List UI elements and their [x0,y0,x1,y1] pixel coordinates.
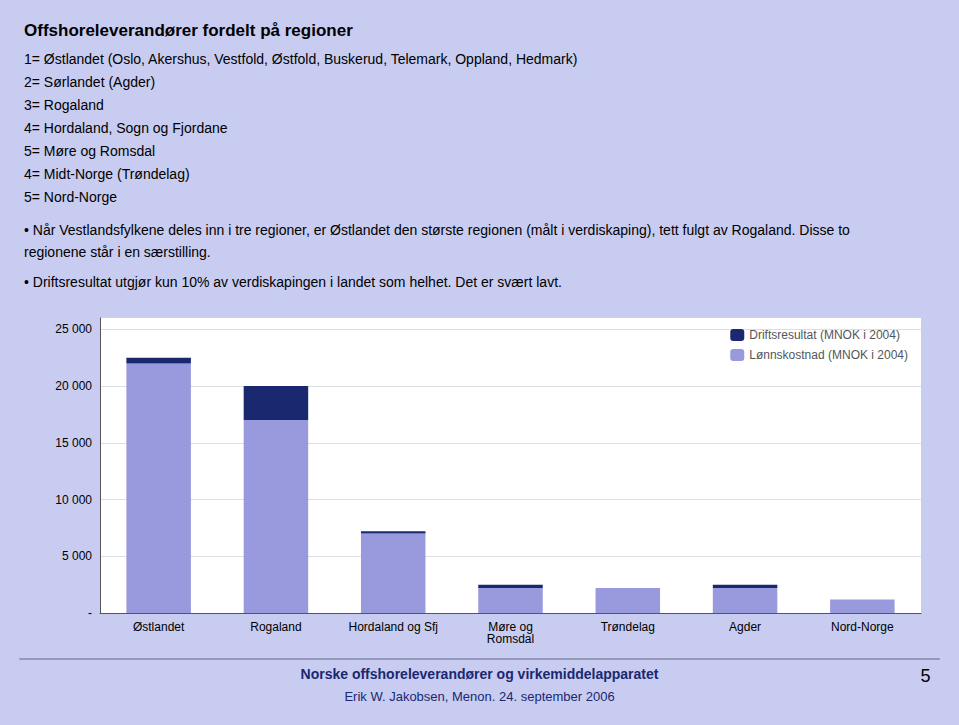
svg-text:• Driftsresultat utgjør kun 10: • Driftsresultat utgjør kun 10% av verdi… [24,274,562,290]
svg-text:5: 5 [920,666,930,686]
svg-text:Nord-Norge: Nord-Norge [831,620,894,634]
svg-text:5 000: 5 000 [62,549,92,563]
svg-text:regionene står i en særstillin: regionene står i en særstilling. [24,244,211,260]
svg-text:Trøndelag: Trøndelag [601,620,655,634]
svg-text:15 000: 15 000 [55,436,92,450]
svg-text:5= Nord-Norge: 5= Nord-Norge [24,189,117,205]
svg-text:1= Østlandet (Oslo, Akershus,: 1= Østlandet (Oslo, Akershus, Vestfold, … [24,51,577,67]
svg-text:Offshoreleverandører fordelt p: Offshoreleverandører fordelt på regioner [24,21,353,40]
svg-text:Romsdal: Romsdal [487,632,534,646]
svg-text:3= Rogaland: 3= Rogaland [24,97,104,113]
svg-text:Lønnskostnad (MNOK i 2004): Lønnskostnad (MNOK i 2004) [749,348,908,362]
svg-text:10 000: 10 000 [55,493,92,507]
svg-text:25 000: 25 000 [55,322,92,336]
svg-text:• Når Vestlandsfylkene deles i: • Når Vestlandsfylkene deles inn i tre r… [24,222,854,238]
svg-text:Møre og: Møre og [488,620,533,634]
svg-text:2= Sørlandet (Agder): 2= Sørlandet (Agder) [24,74,155,90]
svg-text:Erik W. Jakobsen, Menon. 24. s: Erik W. Jakobsen, Menon. 24. september 2… [344,689,614,704]
svg-text:Rogaland: Rogaland [250,620,301,634]
svg-text:Agder: Agder [729,620,761,634]
svg-text:4= Midt-Norge (Trøndelag): 4= Midt-Norge (Trøndelag) [24,166,190,182]
svg-text:Hordaland og Sfj: Hordaland og Sfj [349,620,438,634]
svg-text:Norske offshoreleverandører og: Norske offshoreleverandører og virkemidd… [301,666,659,682]
svg-text:Driftsresultat (MNOK i 2004): Driftsresultat (MNOK i 2004) [749,328,900,342]
svg-text:-: - [88,606,92,620]
svg-text:4= Hordaland, Sogn og Fjordane: 4= Hordaland, Sogn og Fjordane [24,120,228,136]
svg-text:5= Møre og Romsdal: 5= Møre og Romsdal [24,143,155,159]
svg-text:Østlandet: Østlandet [133,620,185,634]
svg-text:20 000: 20 000 [55,379,92,393]
